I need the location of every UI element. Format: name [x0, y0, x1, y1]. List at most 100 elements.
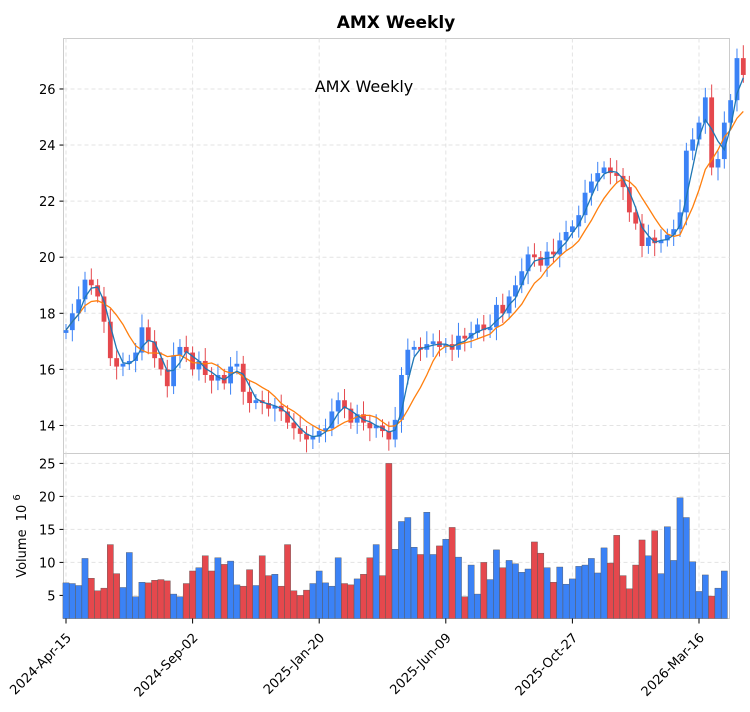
volume-axis-label: Volume 10 6	[12, 494, 30, 578]
volume-bar	[353, 578, 361, 619]
candle-body	[253, 400, 259, 404]
volume-bar	[132, 596, 139, 619]
volume-bar	[119, 587, 127, 619]
candle-body	[367, 422, 373, 429]
volume-tick-label: 5	[47, 589, 55, 604]
volume-bar	[594, 572, 602, 619]
volume-bar	[714, 587, 722, 619]
candle-body	[728, 100, 734, 123]
volume-bar	[144, 582, 152, 619]
volume-bar	[284, 544, 291, 619]
candle-body	[557, 240, 563, 255]
candle-body	[525, 254, 531, 272]
candle-body	[316, 431, 322, 437]
x-tick-label: 2025-Oct-27	[513, 631, 581, 699]
volume-bar	[208, 570, 215, 619]
volume-bar	[645, 555, 652, 619]
candlestick-series	[63, 45, 746, 453]
volume-bar	[474, 593, 481, 619]
volume-bar	[125, 552, 133, 619]
volume-bar	[157, 579, 165, 619]
candle-body	[386, 431, 392, 440]
volume-bar	[588, 558, 595, 619]
candle-body	[373, 425, 379, 429]
volume-bar	[322, 582, 329, 619]
volume-bar	[151, 580, 158, 619]
candle-body	[342, 400, 347, 409]
volume-bar	[499, 567, 507, 619]
x-axis-ticks: 2024-Apr-15 2024-Sep-02 2025-Jan-20 2025-Ju…	[7, 618, 708, 700]
volume-bar	[94, 590, 101, 619]
volume-bar	[220, 564, 228, 619]
volume-bar	[632, 564, 639, 619]
candle-body	[696, 122, 702, 140]
candle-body	[588, 181, 594, 193]
volume-bar	[689, 561, 696, 619]
candle-body	[266, 403, 271, 409]
x-tick-label: 2025-Jan-20	[261, 631, 328, 698]
candle-body	[563, 231, 569, 241]
candle-body	[582, 192, 588, 216]
candle-body	[475, 324, 480, 333]
price-tick-label: 16	[39, 363, 56, 378]
candle-body	[190, 352, 195, 370]
candle-body	[164, 369, 170, 387]
volume-bar	[201, 555, 209, 619]
volume-bar	[683, 517, 690, 619]
volume-bar	[569, 578, 576, 619]
candle-body	[671, 229, 677, 235]
candle-body	[272, 405, 278, 409]
volume-tick-label: 25	[39, 457, 56, 472]
candle-body	[411, 346, 417, 350]
candle-body	[95, 285, 101, 297]
x-tick-label: 2024-Apr-15	[7, 631, 74, 698]
volume-bar	[303, 589, 310, 619]
volume-axis-exponent: 6	[12, 494, 23, 500]
volume-bar	[480, 562, 488, 619]
candle-body	[734, 58, 740, 101]
volume-bar	[417, 554, 424, 619]
candle-body	[658, 240, 664, 244]
candle-body	[614, 173, 620, 176]
candle-body	[430, 341, 436, 345]
candle-body	[513, 285, 518, 297]
candle-body	[209, 374, 214, 381]
volume-bar	[518, 572, 526, 619]
price-tick-label: 26	[39, 83, 56, 98]
volume-bar	[721, 570, 728, 619]
candle-body	[399, 374, 404, 420]
volume-bar	[138, 582, 146, 619]
volume-bar	[296, 595, 304, 619]
volume-bar	[575, 566, 583, 619]
volume-bar	[404, 517, 412, 619]
volume-bar	[233, 584, 241, 619]
candle-body	[304, 433, 309, 440]
candle-body	[310, 436, 316, 440]
volume-bar	[328, 585, 336, 619]
volume-bar	[163, 580, 171, 619]
volume-bar	[607, 562, 614, 619]
volume-panel: 5 10 15 20 25 Volume 10 6	[12, 453, 730, 619]
candle-body	[677, 212, 683, 230]
price-tick-label: 18	[39, 307, 56, 322]
volume-bar	[410, 547, 418, 619]
candle-body	[348, 408, 354, 423]
volume-bar	[385, 463, 393, 619]
candle-body	[247, 391, 252, 404]
moving-average-slow-line	[65, 110, 744, 433]
volume-bar	[62, 582, 70, 619]
volume-bar	[695, 591, 703, 619]
volume-bar	[100, 587, 108, 619]
price-gridlines	[63, 38, 730, 454]
volume-bar	[334, 557, 342, 619]
candle-body	[702, 97, 708, 123]
volume-bar	[657, 573, 665, 619]
volume-bar	[391, 549, 399, 619]
volume-bar	[88, 578, 95, 619]
volume-bar	[537, 552, 545, 619]
candle-body	[481, 324, 487, 331]
candle-body	[335, 400, 341, 412]
candle-body	[652, 237, 658, 244]
candle-body	[645, 237, 651, 246]
